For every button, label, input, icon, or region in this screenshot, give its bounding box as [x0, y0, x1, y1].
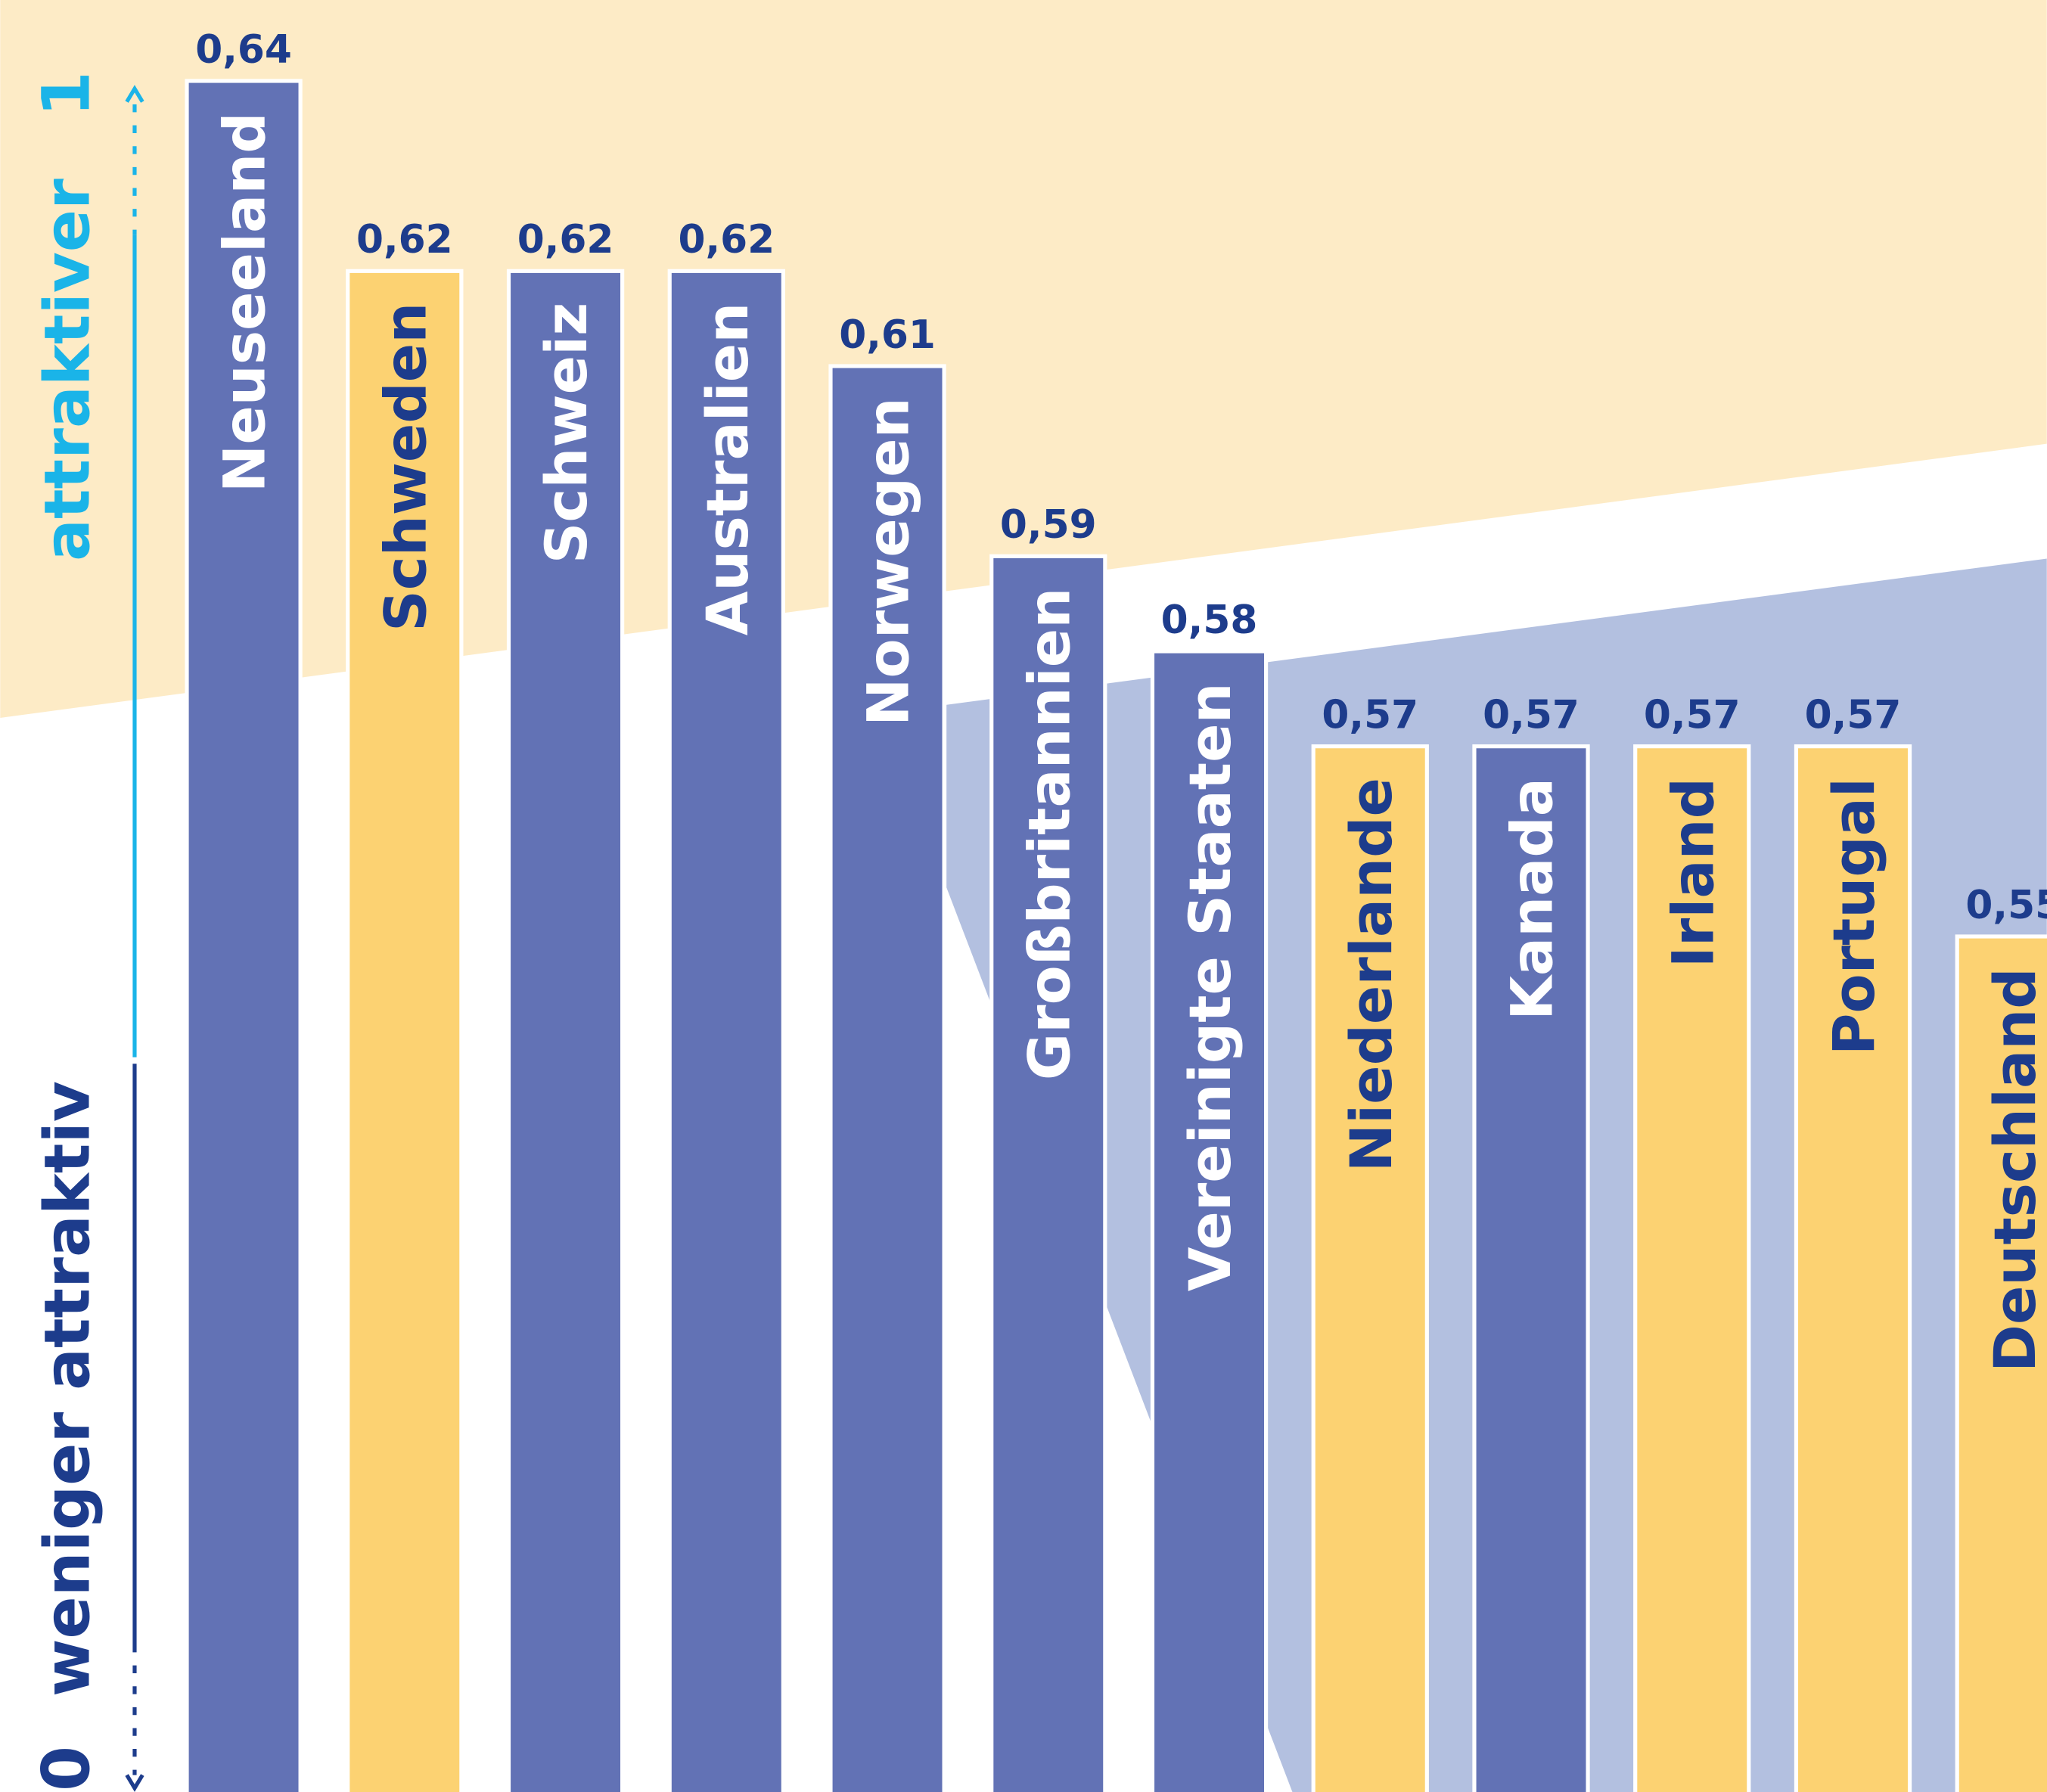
category-label: Deutschland: [1982, 967, 2047, 1372]
value-label: 0,62: [356, 217, 453, 262]
category-label: Neuseeland: [212, 112, 278, 492]
bar: [989, 554, 1107, 1792]
category-label: Norwegen: [856, 397, 922, 726]
category-label: Portugal: [1821, 778, 1887, 1055]
bar: [1633, 744, 1751, 1792]
axis-top-text: attraktiver: [31, 179, 104, 561]
left-axis: 1 attraktiver weniger attraktiv 0: [30, 71, 144, 1792]
value-label: 0,57: [1805, 692, 1902, 738]
category-label: Schweden: [372, 303, 439, 632]
category-label: Großbritannien: [1016, 588, 1083, 1080]
bar: [1794, 744, 1912, 1792]
value-label: 0,57: [1644, 692, 1741, 738]
bar: [1311, 744, 1429, 1792]
axis-arrow: [125, 85, 144, 103]
category-label: Australien: [694, 303, 761, 635]
bar: [506, 269, 625, 1792]
value-label: 0,59: [1000, 502, 1097, 548]
bar: [1150, 649, 1269, 1792]
bar: [1472, 744, 1590, 1792]
axis-top-value: 1: [30, 71, 105, 116]
axis-bottom-value: 0: [30, 1746, 105, 1791]
bar: [828, 364, 946, 1792]
category-label: Irland: [1660, 778, 1726, 967]
axis-bottom-text: weniger attraktiv: [31, 1081, 104, 1697]
value-label: 0,62: [517, 217, 614, 262]
value-label: 0,58: [1161, 598, 1258, 643]
bar: [185, 79, 303, 1792]
value-label: 0,57: [1483, 692, 1580, 738]
category-label: Vereinigte Staaten: [1177, 682, 1244, 1291]
value-label: 0,61: [839, 312, 936, 358]
bar: [667, 269, 785, 1792]
bar: [346, 269, 464, 1792]
category-label: Kanada: [1499, 778, 1566, 1020]
category-label: Niederlande: [1338, 778, 1405, 1172]
value-label: 0,55: [1965, 883, 2047, 928]
value-label: 0,57: [1322, 692, 1418, 738]
category-label: Schweiz: [533, 303, 600, 564]
axis-arrow: [125, 1774, 144, 1792]
value-label: 0,64: [195, 27, 292, 73]
value-label: 0,62: [678, 217, 775, 262]
bar: [1955, 934, 2047, 1792]
